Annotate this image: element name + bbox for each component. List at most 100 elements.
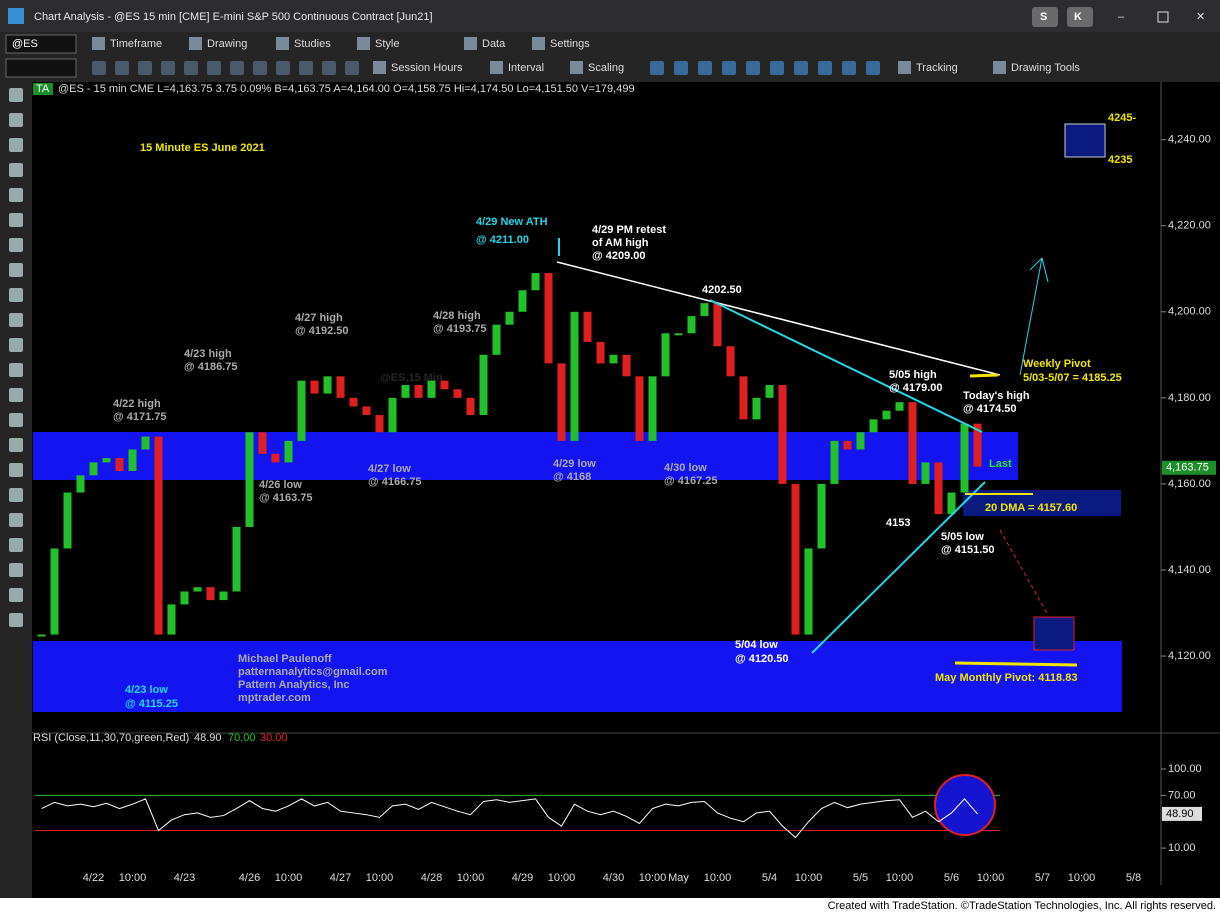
- tool-icon[interactable]: [9, 213, 23, 227]
- tool-icon[interactable]: [9, 163, 23, 177]
- price-bar: [726, 346, 735, 377]
- annotation: @ 4166.75: [368, 476, 422, 488]
- x-tick-label: 5/6: [944, 872, 959, 884]
- tool-icon[interactable]: [9, 538, 23, 552]
- y-tick-label: 4,240.00: [1168, 134, 1211, 146]
- tool-icon[interactable]: [9, 263, 23, 277]
- price-bar: [401, 384, 410, 398]
- toolbar-button[interactable]: Data: [482, 38, 506, 50]
- tool-icon[interactable]: [9, 613, 23, 627]
- price-bar: [778, 384, 787, 484]
- annotation: 20 DMA = 4157.60: [985, 502, 1077, 514]
- toolbar-button[interactable]: Interval: [508, 62, 544, 74]
- support-zone: [33, 432, 1018, 480]
- tool-icon[interactable]: [9, 463, 23, 477]
- toolbar-button[interactable]: Timeframe: [110, 38, 162, 50]
- price-bar: [765, 384, 774, 398]
- toolbar-icon: [373, 61, 386, 74]
- toolbar-button[interactable]: Drawing: [207, 38, 247, 50]
- annotation: @ 4186.75: [184, 361, 238, 373]
- app-icon: [8, 8, 24, 24]
- chart-title: 15 Minute ES June 2021: [140, 142, 265, 154]
- price-bar: [167, 604, 176, 635]
- s-button[interactable]: [1032, 7, 1058, 27]
- x-tick-label: 4/30: [603, 872, 624, 884]
- annotation: 4/22 high: [113, 398, 161, 410]
- x-tick-label: 10:00: [548, 872, 576, 884]
- tool-icon[interactable]: [9, 138, 23, 152]
- s-button-label[interactable]: S: [1040, 11, 1047, 23]
- toolbar-icon: [276, 61, 290, 75]
- annotation: Pattern Analytics, Inc: [238, 679, 349, 691]
- price-bar: [206, 587, 215, 601]
- x-tick-label: 10:00: [704, 872, 732, 884]
- rsi-legend: 70.00: [228, 732, 256, 744]
- x-tick-label: 4/27: [330, 872, 351, 884]
- y-tick-label: 100.00: [1168, 763, 1202, 775]
- symbol[interactable]: @ES: [12, 38, 38, 50]
- tool-icon[interactable]: [9, 488, 23, 502]
- tool-icon[interactable]: [9, 588, 23, 602]
- y-tick-label: 4,160.00: [1168, 478, 1211, 490]
- k-button[interactable]: [1067, 7, 1093, 27]
- annotation: 4/27 high: [295, 312, 343, 324]
- tool-icon[interactable]: [9, 563, 23, 577]
- tool-icon[interactable]: [9, 438, 23, 452]
- toolbar-icon: [794, 61, 808, 75]
- tool-icon[interactable]: [9, 413, 23, 427]
- k-button-label[interactable]: K: [1074, 11, 1082, 23]
- toolbar-icon: [357, 37, 370, 50]
- tool-icon[interactable]: [9, 238, 23, 252]
- x-tick-label: 10:00: [457, 872, 485, 884]
- toolbar-button[interactable]: Studies: [294, 38, 331, 50]
- tool-icon[interactable]: [9, 363, 23, 377]
- arrow: [1029, 257, 1043, 271]
- annotation: of AM high: [592, 237, 649, 249]
- maximize[interactable]: [1157, 11, 1169, 23]
- tool-icon[interactable]: [9, 513, 23, 527]
- annotation: 4235: [1108, 154, 1132, 166]
- minimize[interactable]: –: [1118, 11, 1125, 23]
- tool-icon[interactable]: [9, 388, 23, 402]
- interval-box[interactable]: [5, 58, 77, 78]
- x-tick-label: 10:00: [119, 872, 147, 884]
- toolbar-button[interactable]: Scaling: [588, 62, 624, 74]
- symbol-box[interactable]: [5, 34, 77, 54]
- price-bar: [388, 397, 397, 433]
- tool-icon[interactable]: [9, 288, 23, 302]
- price-bar: [700, 303, 709, 317]
- toolbar-button[interactable]: Style: [375, 38, 399, 50]
- price-bar: [843, 440, 852, 450]
- close[interactable]: ✕: [1196, 11, 1205, 23]
- y-tick-label: 10.00: [1168, 842, 1196, 854]
- price-bar: [713, 303, 722, 347]
- toolbar-icon: [698, 61, 712, 75]
- x-tick-label: 10:00: [366, 872, 394, 884]
- tool-icon[interactable]: [9, 188, 23, 202]
- toolbar-icon: [161, 61, 175, 75]
- toolbar-icon: [92, 61, 106, 75]
- x-tick-label: 5/5: [853, 872, 868, 884]
- toolbar-button[interactable]: Drawing Tools: [1011, 62, 1080, 74]
- annotation: @ 4168: [553, 471, 591, 483]
- price-bar: [791, 483, 800, 635]
- price-bar: [895, 402, 904, 411]
- toolbar-icon: [770, 61, 784, 75]
- tool-icon[interactable]: [9, 113, 23, 127]
- price-bar: [258, 432, 267, 454]
- rsi-last-label: 48.90: [1166, 808, 1194, 820]
- x-tick-label: 5/4: [762, 872, 777, 884]
- price-bar: [934, 462, 943, 515]
- annotation: patternanalytics@gmail.com: [238, 666, 388, 678]
- y-tick-label: 4,180.00: [1168, 392, 1211, 404]
- price-bar: [479, 354, 488, 416]
- toolbar-button[interactable]: Settings: [550, 38, 590, 50]
- price-bar: [583, 311, 592, 342]
- toolbar-button[interactable]: Tracking: [916, 62, 958, 74]
- tool-icon[interactable]: [9, 88, 23, 102]
- tool-icon[interactable]: [9, 338, 23, 352]
- annotation: 4/23 low: [125, 684, 168, 696]
- tool-icon[interactable]: [9, 313, 23, 327]
- toolbar-button[interactable]: Session Hours: [391, 62, 463, 74]
- price-bar: [180, 591, 189, 605]
